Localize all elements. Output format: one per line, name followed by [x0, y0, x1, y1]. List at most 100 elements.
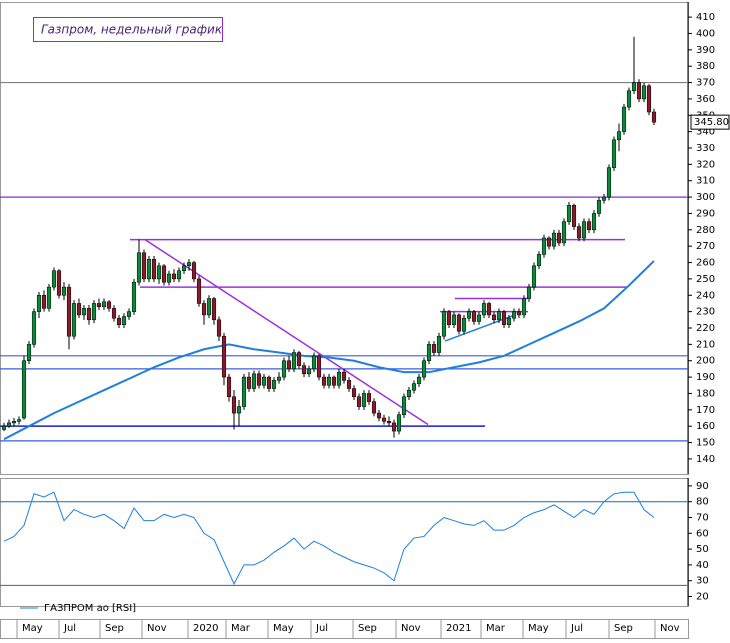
- candle-body: [226, 376, 232, 397]
- y-tick-label: 230: [696, 307, 715, 318]
- candle-body: [96, 303, 102, 307]
- x-tick-label: May: [22, 623, 43, 634]
- x-tick-label: Sep: [358, 623, 377, 634]
- candle-body: [411, 383, 417, 391]
- candle-body: [246, 376, 252, 389]
- candle-body: [396, 414, 402, 432]
- candle-body: [216, 319, 222, 337]
- candle-body: [391, 422, 397, 432]
- candle-body: [486, 303, 492, 316]
- candle-body: [296, 352, 302, 366]
- candle-body: [121, 316, 127, 325]
- y-tick-label: 70: [696, 513, 709, 524]
- x-tick-label: Jul: [63, 623, 76, 634]
- candle-body: [601, 196, 607, 201]
- candle-body: [446, 311, 452, 325]
- candle-body: [556, 232, 562, 244]
- candle-body: [501, 311, 507, 325]
- candle-body: [251, 373, 257, 389]
- x-tick-label: Nov: [147, 623, 167, 634]
- candle-body: [471, 311, 477, 322]
- legend-label: ГАЗПРОМ ао [RSI]: [44, 603, 136, 614]
- candle-body: [456, 314, 462, 332]
- y-tick-label: 290: [696, 208, 715, 219]
- x-tick-label: 2021: [446, 623, 471, 634]
- y-tick-label: 250: [696, 274, 715, 285]
- candle-body: [1, 425, 7, 430]
- rsi-panel: [0, 478, 689, 607]
- candle-body: [186, 262, 192, 267]
- y-tick-label: 300: [696, 192, 715, 203]
- y-tick-label: 260: [696, 258, 715, 269]
- candle-body: [596, 200, 602, 214]
- candle-body: [81, 308, 87, 316]
- candle-body: [631, 82, 637, 91]
- candle-body: [126, 311, 132, 317]
- x-tick-label: May: [273, 623, 294, 634]
- candle-body: [361, 393, 367, 407]
- y-tick-label: 390: [696, 45, 715, 56]
- candle-body: [101, 301, 107, 307]
- candle-body: [346, 380, 352, 389]
- candle-body: [41, 295, 47, 309]
- candle-body: [11, 421, 17, 424]
- candle-body: [131, 281, 137, 312]
- candle-body: [271, 380, 277, 389]
- candle-body: [341, 371, 347, 381]
- candle-body: [606, 167, 612, 198]
- candle-body: [636, 82, 642, 100]
- candle-body: [431, 344, 437, 353]
- candle-body: [116, 317, 122, 325]
- y-tick-label: 60: [696, 528, 709, 539]
- candle-body: [176, 270, 182, 280]
- y-tick-label: 280: [696, 225, 715, 236]
- candle-body: [366, 393, 372, 402]
- candle-body: [516, 311, 522, 316]
- candle-body: [141, 252, 147, 280]
- candle-body: [286, 360, 292, 370]
- candle-body: [641, 85, 647, 100]
- candle-body: [16, 419, 22, 422]
- candle-body: [61, 286, 67, 296]
- candle-body: [221, 335, 227, 378]
- y-tick-label: 330: [696, 143, 715, 154]
- candle-body: [541, 237, 547, 255]
- last-price-box: [690, 114, 730, 130]
- candle-body: [371, 401, 377, 414]
- candle-body: [651, 111, 657, 123]
- candle-body: [91, 303, 97, 321]
- candle-body: [136, 252, 142, 283]
- candle-body: [416, 376, 422, 384]
- candle-body: [466, 311, 472, 319]
- candle-body: [621, 106, 627, 132]
- candle-body: [31, 311, 37, 345]
- last-price-label: 345.80: [694, 117, 729, 128]
- y-tick-label: 190: [696, 372, 715, 383]
- candle-body: [586, 221, 592, 231]
- candle-body: [151, 259, 157, 280]
- candle-body: [236, 406, 242, 414]
- candle-body: [401, 396, 407, 415]
- candle-body: [211, 298, 217, 321]
- candle-body: [646, 85, 652, 113]
- y-tick-label: 170: [696, 405, 715, 416]
- y-tick-label: 90: [696, 481, 709, 492]
- y-tick-label: 200: [696, 356, 715, 367]
- candle-body: [546, 237, 552, 247]
- candle-body: [241, 376, 247, 407]
- candle-body: [206, 298, 212, 316]
- candle-body: [311, 355, 317, 370]
- candle-body: [276, 376, 282, 381]
- candle-body: [71, 303, 77, 337]
- candle-body: [51, 270, 57, 288]
- candle-body: [481, 303, 487, 316]
- candle-body: [321, 376, 327, 386]
- candle-body: [406, 389, 412, 397]
- chart-title: Газпром, недельный график: [41, 23, 223, 37]
- candle-body: [66, 286, 72, 337]
- candle-body: [381, 417, 387, 422]
- y-tick-label: 80: [696, 497, 709, 508]
- candle-body: [316, 355, 322, 378]
- candle-body: [436, 335, 442, 353]
